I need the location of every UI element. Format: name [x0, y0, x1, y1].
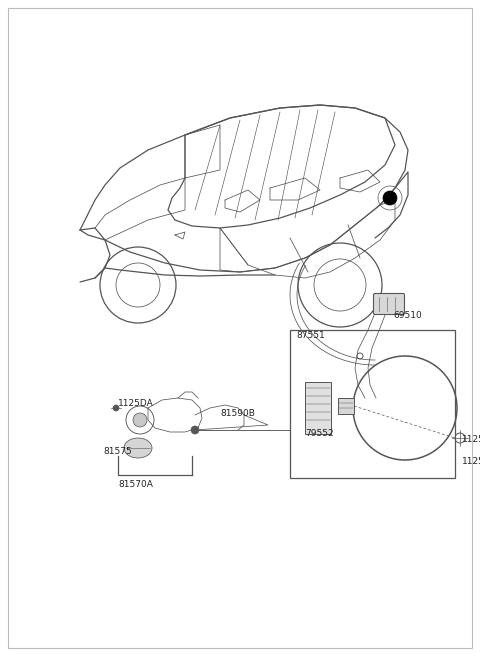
Circle shape: [113, 405, 119, 411]
Text: 1125AC: 1125AC: [462, 457, 480, 466]
Circle shape: [133, 413, 147, 427]
Text: 1125DA: 1125DA: [118, 398, 154, 407]
Text: 87551: 87551: [296, 331, 325, 340]
Text: 81590B: 81590B: [221, 409, 255, 418]
Ellipse shape: [124, 438, 152, 458]
Circle shape: [383, 191, 397, 205]
Bar: [290, 330, 455, 478]
Bar: [305, 382, 331, 434]
Bar: [338, 398, 354, 414]
Text: 1125AB: 1125AB: [462, 436, 480, 445]
Text: 81575: 81575: [103, 447, 132, 455]
Text: 69510: 69510: [393, 311, 422, 320]
Text: 79552: 79552: [305, 429, 334, 438]
Text: 81570A: 81570A: [118, 480, 153, 489]
Circle shape: [191, 426, 199, 434]
FancyBboxPatch shape: [373, 293, 405, 314]
